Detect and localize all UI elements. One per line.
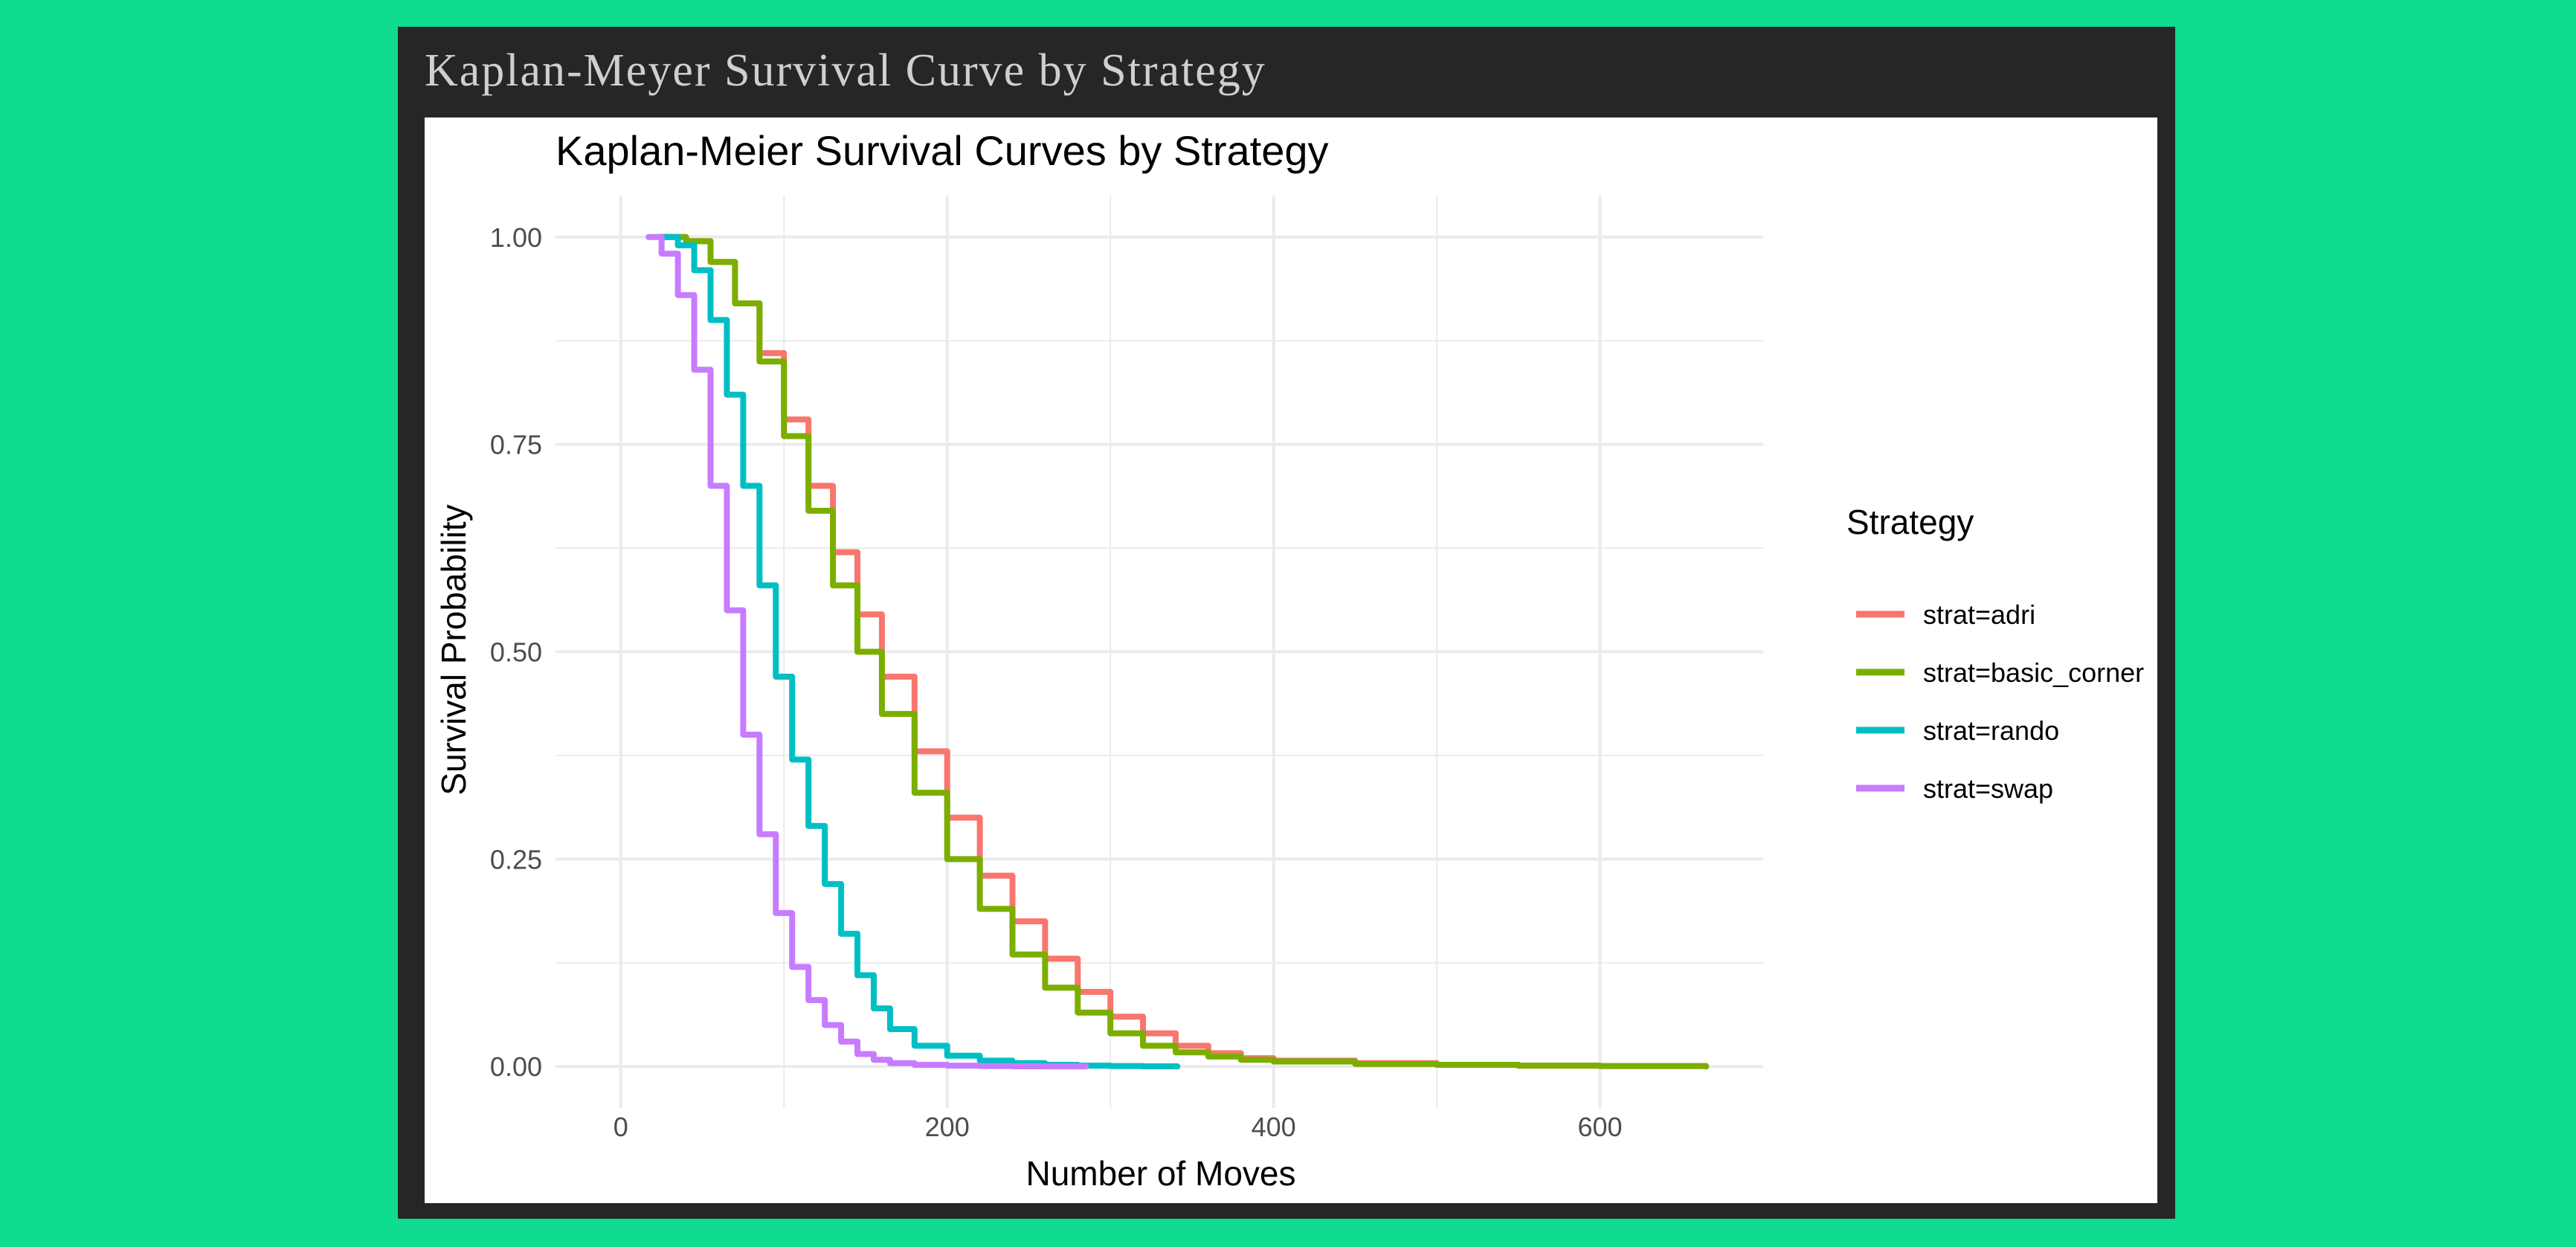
legend-label-strat-adri: strat=adri [1923, 599, 2035, 630]
x-tick-label: 0 [614, 1112, 628, 1142]
survival-chart: Kaplan-Meier Survival Curves by Strategy… [434, 127, 2144, 1193]
series-line-strat-swap [645, 233, 1089, 1070]
window-frame: Kaplan-Meyer Survival Curve by Strategy … [398, 27, 2175, 1219]
grid [556, 196, 1763, 1108]
y-tick-label: 0.00 [490, 1051, 542, 1082]
window-title: Kaplan-Meyer Survival Curve by Strategy [425, 45, 1266, 96]
series-line-strat-basic-corner [658, 233, 1710, 1070]
y-tick-label: 0.75 [490, 430, 542, 460]
legend-label-strat-rando: strat=rando [1923, 715, 2059, 746]
legend: Strategy strat=adristrat=basic_cornerstr… [1846, 503, 2144, 804]
x-tick-label: 600 [1578, 1112, 1623, 1142]
legend-title: Strategy [1846, 503, 1974, 541]
y-tick-label: 0.25 [490, 844, 542, 874]
legend-label-strat-basic-corner: strat=basic_corner [1923, 657, 2144, 688]
x-tick-label: 400 [1252, 1112, 1296, 1142]
y-axis-ticks: 0.00 0.25 0.50 0.75 1.00 [490, 222, 542, 1082]
y-tick-label: 0.50 [490, 637, 542, 668]
series-lines [645, 233, 1710, 1070]
chart-title: Kaplan-Meier Survival Curves by Strategy [556, 127, 1329, 174]
x-axis-title: Number of Moves [1025, 1154, 1295, 1193]
x-axis-ticks: 0 200 400 600 [614, 1112, 1623, 1142]
legend-items: strat=adri strat=basic_corner strat=rando s… [1856, 599, 2144, 804]
y-tick-label: 1.00 [490, 222, 542, 253]
legend-label-strat-swap: strat=swap [1923, 773, 2053, 804]
plot-panel: Kaplan-Meier Survival Curves by Strategy… [425, 117, 2157, 1203]
y-axis-title: Survival Probability [434, 504, 473, 795]
x-tick-label: 200 [925, 1112, 970, 1142]
